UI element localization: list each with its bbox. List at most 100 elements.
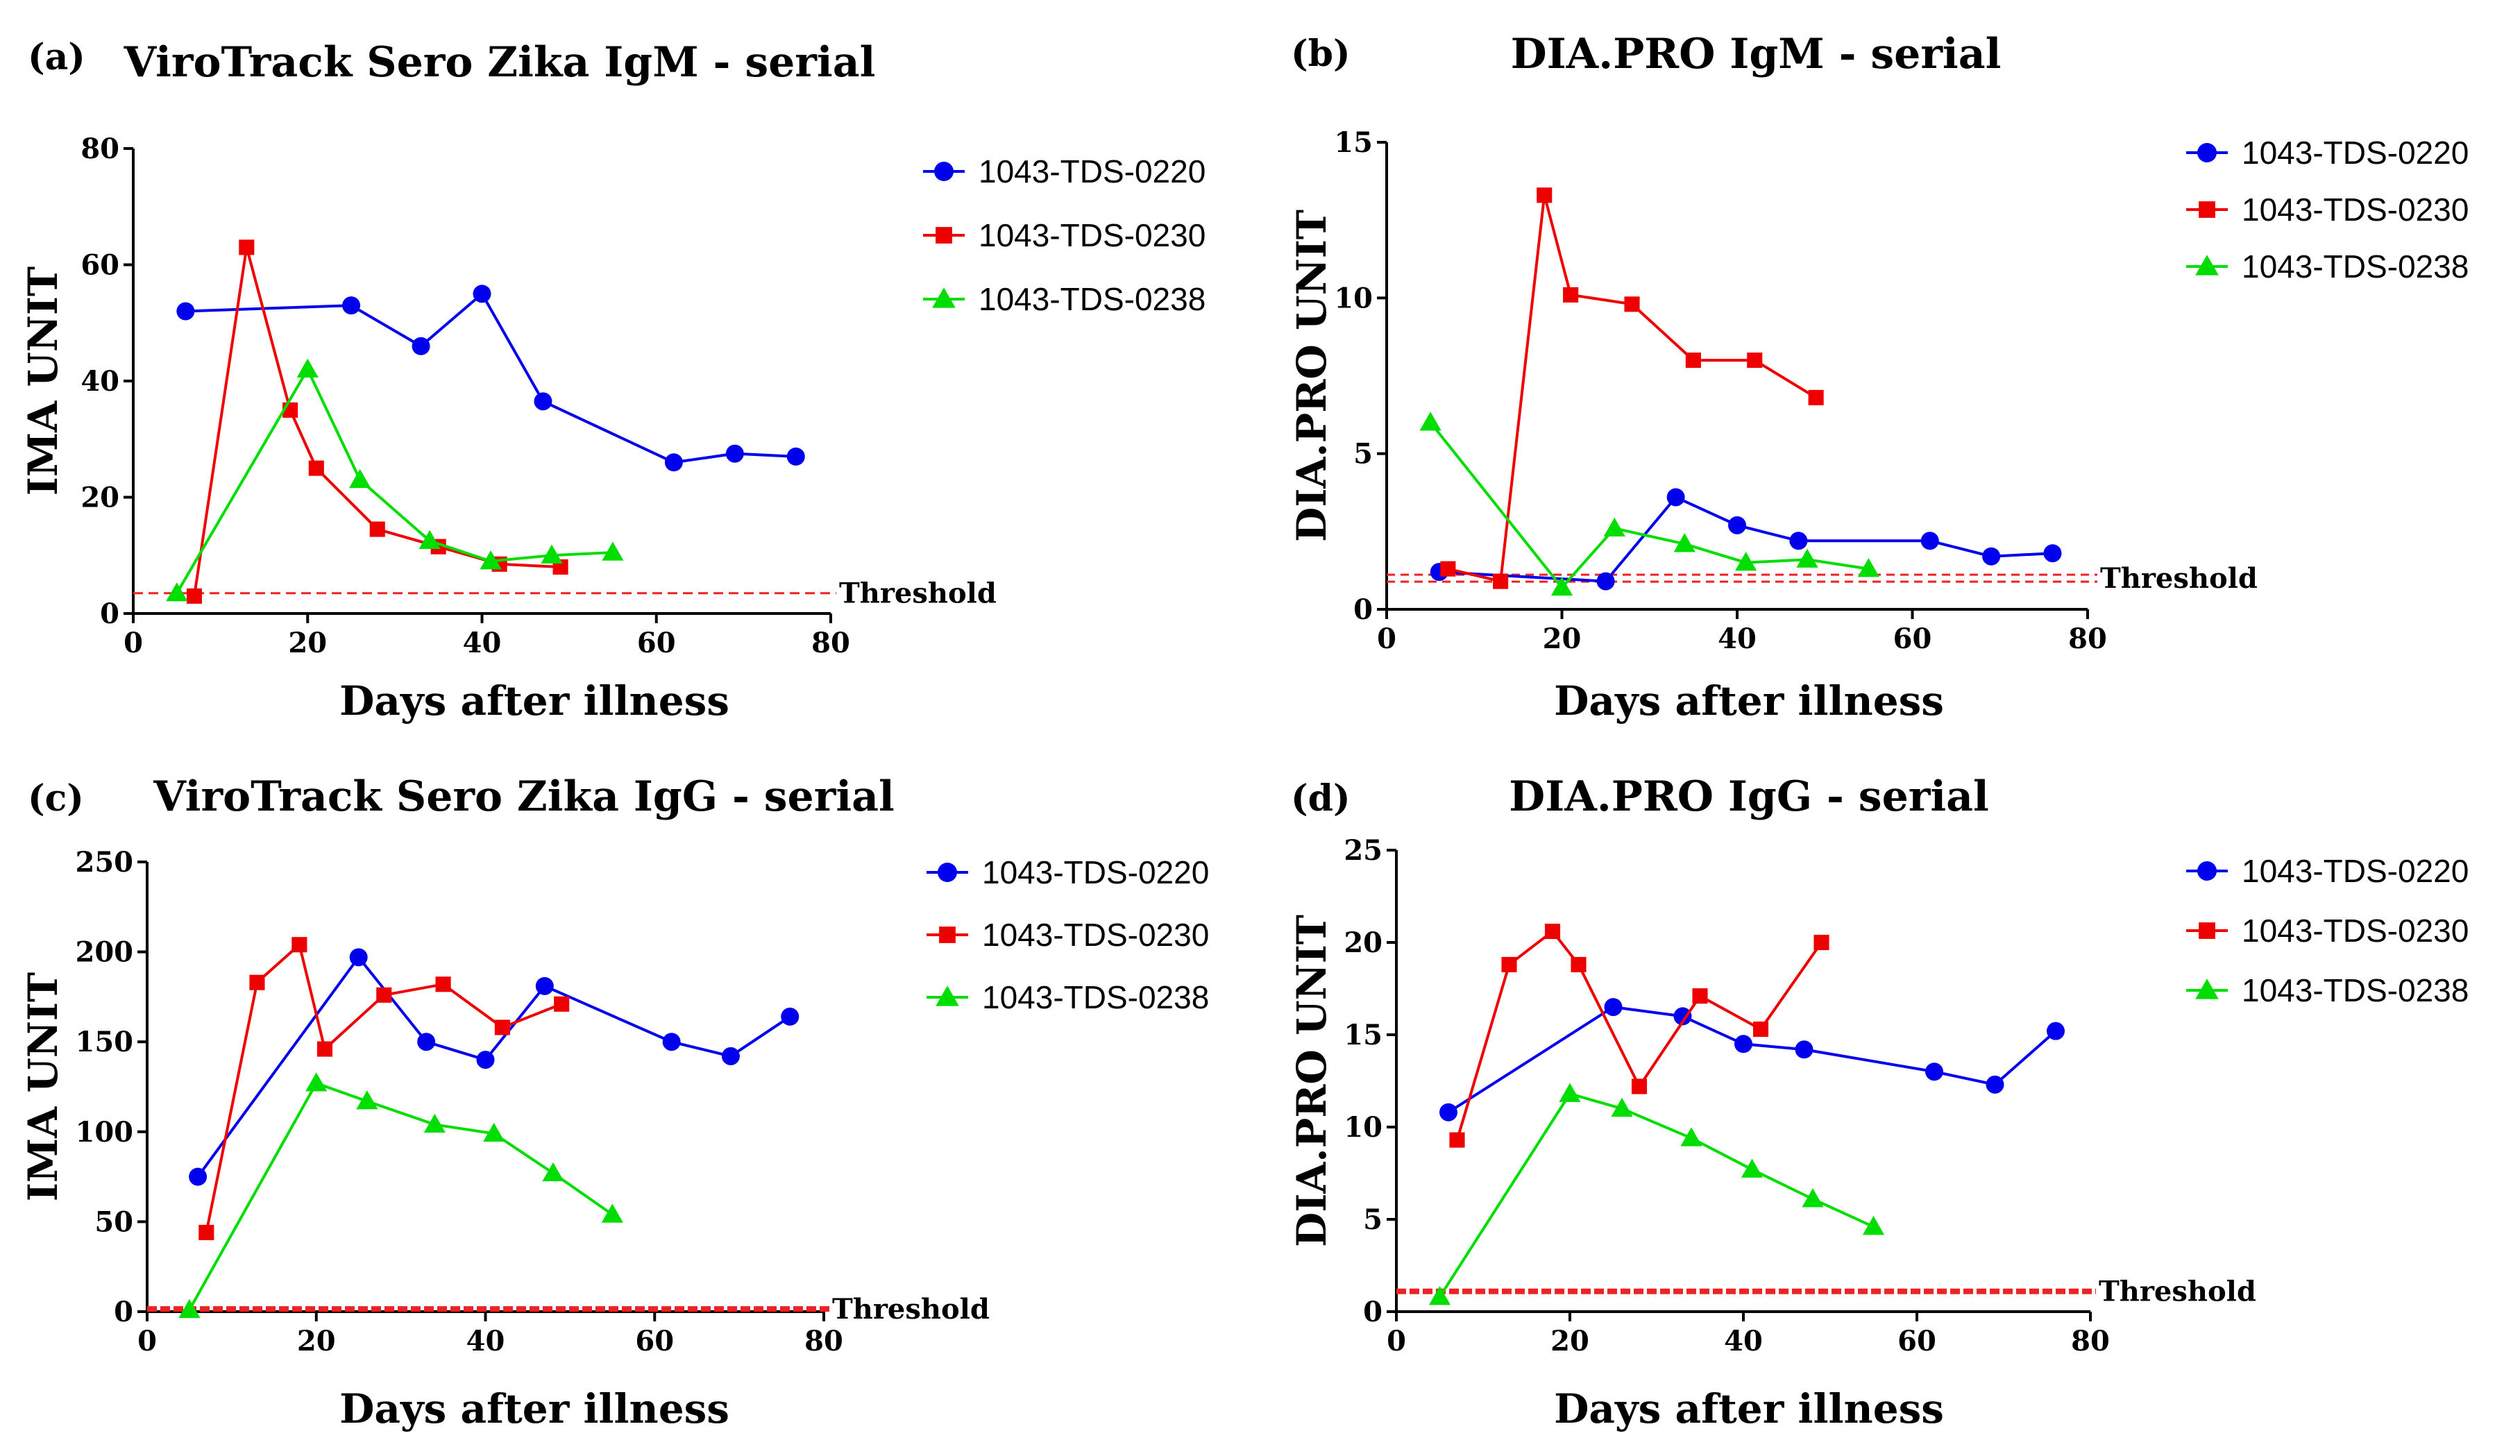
legend-label: 1043-TDS-0230 [979,217,1206,253]
data-point-1043-TDS-0238 [166,582,188,602]
legend-marker [939,926,956,943]
y-tick-label: 0 [100,598,119,630]
data-point-1043-TDS-0230 [1563,287,1579,303]
data-point-1043-TDS-0238 [178,1298,201,1319]
x-tick-label: 20 [1550,1325,1589,1357]
legend-marker [2199,201,2215,218]
data-point-1043-TDS-0220 [349,948,368,967]
data-point-1043-TDS-0230 [249,974,265,990]
data-point-1043-TDS-0220 [2047,1022,2065,1040]
series-line-1043-TDS-0230 [192,246,561,597]
data-point-1043-TDS-0238 [1796,548,1818,568]
data-point-1043-TDS-0230 [239,239,255,255]
panel-b: (b) DIA.PRO IgM - serial 0 20 40 60 80 0 5 10 15 Da… [1288,30,2469,725]
y-tick-label: 5 [1353,438,1373,471]
x-tick-label: 60 [635,1325,674,1357]
data-point-1043-TDS-0238 [542,1162,564,1182]
chart-title: ViroTrack Sero Zika IgG - serial [153,772,895,821]
data-point-1043-TDS-0220 [1596,572,1615,591]
data-point-1043-TDS-0230 [376,987,392,1003]
legend-label: 1043-TDS-0238 [982,979,1209,1015]
x-tick-label: 40 [466,1325,505,1357]
legend-item: 1043-TDS-0230 [2186,913,2469,949]
y-tick-label: 20 [81,482,119,514]
data-point-1043-TDS-0238 [1741,1158,1764,1178]
data-point-1043-TDS-0230 [1449,1132,1465,1148]
data-point-1043-TDS-0230 [1813,934,1829,951]
y-tick-label: 10 [1334,282,1373,314]
panel-letter: (d) [1291,777,1351,820]
data-point-1043-TDS-0220 [781,1007,800,1026]
data-point-1043-TDS-0230 [369,521,385,537]
data-point-1043-TDS-0220 [662,1033,681,1051]
data-point-1043-TDS-0230 [1692,988,1708,1004]
legend-label: 1043-TDS-0220 [979,153,1206,189]
chart-title: DIA.PRO IgG - serial [1509,772,1989,821]
legend-marker [2199,922,2215,939]
data-point-1043-TDS-0230 [1493,573,1509,589]
y-tick-label: 0 [114,1296,133,1328]
data-point-1043-TDS-0238 [602,541,624,561]
y-tick-label: 100 [76,1116,134,1149]
series-line-1043-TDS-0220 [196,955,791,1178]
y-tick-label: 5 [1363,1203,1382,1236]
legend-item: 1043-TDS-0220 [927,854,1209,890]
data-point-1043-TDS-0230 [435,976,451,992]
legend-marker [936,985,959,1006]
data-point-1043-TDS-0230 [291,937,307,953]
data-point-1043-TDS-0230 [554,996,570,1012]
panel-letter: (b) [1291,33,1351,75]
data-point-1043-TDS-0230 [1501,956,1517,972]
threshold-label: Threshold [839,577,997,610]
data-point-1043-TDS-0238 [1550,576,1573,596]
data-point-1043-TDS-0230 [1752,1021,1769,1038]
y-tick-label: 80 [81,133,119,165]
data-point-1043-TDS-0238 [1680,1127,1702,1146]
data-point-1043-TDS-0220 [1986,1075,2004,1094]
panel-c: (c) ViroTrack Sero Zika IgG - serial 0 20 40… [19,772,1209,1432]
data-point-1043-TDS-0238 [1857,558,1879,577]
data-point-1043-TDS-0238 [480,550,502,570]
data-point-1043-TDS-0238 [1862,1216,1885,1235]
legend-marker [2195,255,2219,276]
data-point-1043-TDS-0230 [1624,296,1640,312]
y-tick-label: 200 [76,936,134,969]
data-point-1043-TDS-0238 [305,1072,328,1092]
legend-item: 1043-TDS-0238 [927,979,1209,1015]
data-point-1043-TDS-0220 [535,976,554,995]
data-point-1043-TDS-0238 [423,1113,446,1133]
y-axis-title: DIA.PRO UNIT [1288,210,1335,542]
y-axis-title: DIA.PRO UNIT [1288,915,1335,1247]
data-point-1043-TDS-0220 [473,285,491,303]
data-point-1043-TDS-0230 [308,460,324,476]
legend-item: 1043-TDS-0230 [927,917,1209,953]
data-point-1043-TDS-0230 [494,1019,510,1035]
panel-letter: (c) [28,777,84,820]
legend-label: 1043-TDS-0238 [2242,248,2469,285]
legend-label: 1043-TDS-0238 [2242,972,2469,1008]
data-point-1043-TDS-0220 [1734,1035,1752,1053]
legend-label: 1043-TDS-0220 [982,854,1209,890]
data-point-1043-TDS-0220 [189,1167,208,1186]
data-point-1043-TDS-0220 [1795,1040,1813,1059]
y-tick-label: 150 [76,1026,134,1058]
data-point-1043-TDS-0220 [1728,516,1746,534]
y-tick-label: 250 [76,846,134,879]
data-point-1043-TDS-0230 [1808,389,1824,405]
data-point-1043-TDS-0238 [1559,1083,1581,1102]
data-point-1043-TDS-0220 [1673,1007,1692,1026]
y-tick-label: 15 [1334,126,1373,159]
data-point-1043-TDS-0238 [541,544,563,564]
data-point-1043-TDS-0230 [1440,561,1456,577]
data-point-1043-TDS-0238 [1419,412,1441,431]
legend-marker [2197,861,2217,881]
legend-item: 1043-TDS-0238 [2186,248,2469,285]
legend-label: 1043-TDS-0238 [979,281,1206,317]
x-tick-label: 20 [297,1325,336,1357]
y-tick-label: 25 [1344,834,1382,867]
series-line-1043-TDS-0238 [1438,1092,1875,1298]
x-tick-label: 80 [811,627,850,659]
x-axis-title: Days after illness [1554,1385,1944,1432]
y-tick-label: 10 [1344,1111,1382,1144]
